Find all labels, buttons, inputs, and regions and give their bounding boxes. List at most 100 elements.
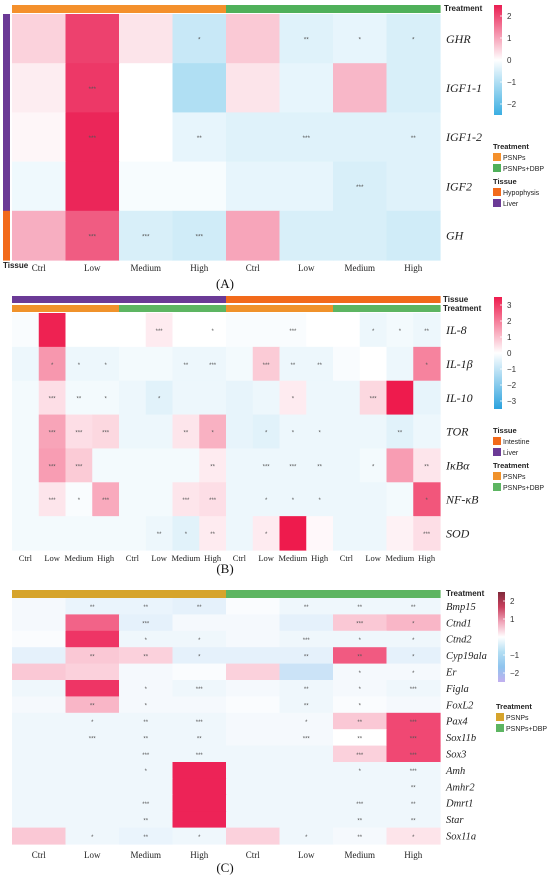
heatmap-cell	[279, 598, 334, 615]
heatmap-cell	[359, 516, 388, 551]
row-label: IGF2	[445, 179, 472, 193]
annotation-track-label: Treatment	[446, 589, 485, 598]
heatmap-cell	[226, 614, 281, 632]
column-label: Medium	[171, 553, 200, 563]
heatmap-cell	[359, 313, 388, 348]
row-label: GHR	[446, 32, 471, 46]
significance-marker: **	[210, 532, 215, 538]
heatmap-cell	[199, 414, 227, 450]
heatmap-cell	[333, 827, 388, 845]
heatmap-cell	[199, 448, 227, 483]
heatmap-cell	[92, 346, 120, 382]
heatmap-cell	[333, 696, 388, 714]
heatmap-cell	[65, 794, 120, 812]
significance-marker: ***	[410, 720, 418, 726]
heatmap-cell	[359, 482, 388, 517]
significance-marker: ***	[196, 720, 204, 726]
heatmap-cell	[172, 448, 200, 483]
legend-swatch	[493, 483, 501, 491]
significance-marker: **	[143, 736, 148, 742]
significance-marker: **	[90, 654, 95, 660]
significance-marker: *	[104, 397, 107, 403]
legend-item-label: Liver	[503, 450, 519, 457]
heatmap-cell	[413, 448, 441, 483]
significance-marker: *	[158, 397, 161, 403]
column-label: Ctrl	[233, 553, 247, 563]
significance-marker: *	[104, 363, 107, 369]
significance-marker: *	[359, 769, 362, 775]
column-annotation-cell	[306, 305, 334, 312]
column-label: Ctrl	[246, 263, 261, 273]
column-annotation-cell	[279, 305, 307, 312]
column-annotation-cell	[333, 296, 361, 303]
column-label: Medium	[345, 850, 376, 860]
heatmap-cell	[226, 680, 281, 697]
heatmap-cell	[172, 614, 227, 632]
significance-marker: ***	[88, 86, 96, 93]
color-scale-tick-label: 0	[507, 56, 512, 65]
heatmap-cell	[199, 482, 227, 517]
column-annotation-cell	[333, 590, 388, 598]
heatmap-cell	[199, 516, 227, 551]
color-scale-tick-label: 2	[507, 12, 512, 21]
column-annotation-cell	[359, 305, 388, 312]
column-annotation-cell	[226, 305, 254, 312]
heatmap-cell	[119, 696, 174, 714]
column-annotation-cell	[172, 590, 227, 598]
significance-marker: *	[412, 654, 415, 660]
significance-marker: *	[358, 37, 361, 44]
heatmap-panel-a: * ** * ******* ** *** ******** *** ***GHRIGF1-1I…	[3, 4, 544, 291]
heatmap-cell	[92, 516, 120, 551]
significance-marker: ***	[142, 233, 150, 240]
significance-marker: *	[412, 622, 415, 628]
significance-marker: *	[91, 835, 94, 841]
heatmap-cell	[279, 414, 307, 450]
color-scale-tick-label: 1	[507, 34, 512, 43]
legend-swatch	[493, 472, 501, 480]
column-label: Ctrl	[126, 553, 140, 563]
heatmap-cell	[279, 827, 334, 845]
heatmap-cell	[119, 414, 147, 450]
heatmap-cell	[252, 414, 281, 450]
heatmap-cell	[333, 630, 388, 648]
color-scale-tick-label: 2	[510, 597, 515, 606]
heatmap-cell	[279, 663, 334, 681]
heatmap-cell	[279, 14, 334, 64]
heatmap-cell	[333, 346, 361, 382]
heatmap-cell	[279, 346, 307, 382]
column-annotation-cell	[92, 305, 120, 312]
significance-marker: *	[412, 37, 415, 44]
heatmap-cell	[38, 414, 67, 450]
heatmap-cell	[172, 647, 227, 665]
column-annotation-cell	[12, 305, 40, 312]
column-annotation-cell	[65, 305, 93, 312]
heatmap-panel-c: ** ** ** ** ** ***** *** ** * *** * *** ** * ** ** ** ** *…	[12, 589, 547, 875]
significance-marker: ***	[370, 397, 378, 403]
heatmap-cell	[226, 63, 281, 113]
significance-marker: ***	[410, 753, 418, 759]
legend-title: Tissue	[493, 177, 517, 186]
heatmap-cell	[92, 414, 120, 450]
heatmap-cell	[386, 414, 414, 450]
significance-marker: ***	[263, 363, 271, 369]
significance-marker: *	[305, 835, 308, 841]
heatmap-cell	[226, 811, 281, 829]
heatmap-cell	[65, 663, 120, 681]
column-annotation-cell	[65, 590, 120, 598]
heatmap-cell	[119, 794, 174, 812]
significance-marker: **	[304, 654, 309, 660]
column-label: Low	[365, 553, 381, 563]
column-label: Low	[298, 850, 315, 860]
significance-marker: *	[145, 769, 148, 775]
significance-marker: *	[292, 498, 295, 504]
significance-marker: ***	[49, 498, 57, 504]
legend-item-label: PSNPs	[503, 155, 526, 162]
heatmap-cell	[12, 448, 40, 483]
significance-marker: *	[292, 431, 295, 437]
heatmap-cell	[172, 745, 227, 763]
heatmap-cell	[12, 647, 67, 665]
legend-swatch	[496, 713, 504, 721]
significance-marker: ***	[356, 802, 364, 808]
heatmap-cell	[119, 482, 147, 517]
heatmap-cell	[226, 414, 254, 450]
